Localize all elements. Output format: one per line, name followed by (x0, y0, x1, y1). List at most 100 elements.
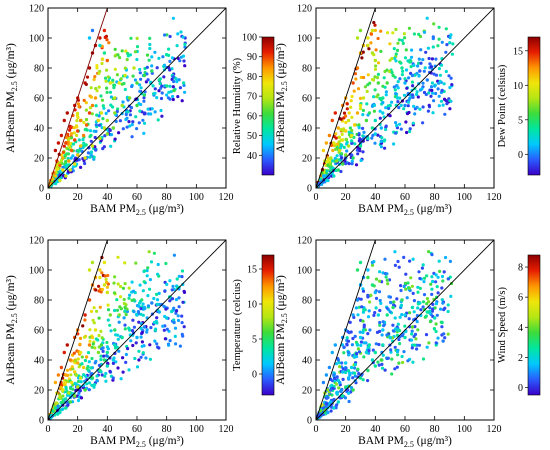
data-point (366, 275, 370, 280)
data-point (105, 118, 110, 123)
data-point (94, 288, 98, 292)
data-point (349, 105, 353, 109)
data-point (432, 22, 436, 26)
data-point (397, 106, 401, 110)
data-point (103, 374, 107, 378)
data-point (400, 66, 404, 70)
data-point (155, 66, 159, 70)
data-point (101, 117, 105, 121)
data-point (142, 305, 147, 310)
data-point (177, 296, 181, 300)
data-point (90, 356, 94, 361)
data-point (431, 279, 435, 284)
data-point (430, 292, 434, 296)
data-point (86, 351, 91, 355)
data-point (383, 85, 387, 89)
y-axis-title: AirBeam PM2.5 (μg/m³) (275, 275, 289, 385)
data-point (324, 141, 329, 145)
data-point (172, 88, 176, 93)
data-point (87, 268, 92, 272)
data-point (355, 352, 359, 356)
y-tick-label: 20 (34, 154, 44, 165)
data-point (420, 266, 424, 270)
data-point (132, 325, 136, 329)
data-point (96, 118, 101, 123)
data-point (97, 345, 101, 349)
data-point (148, 42, 152, 47)
data-point (105, 38, 109, 42)
data-point (156, 272, 160, 276)
data-point (342, 351, 346, 355)
data-point (139, 307, 143, 311)
data-point (102, 126, 107, 130)
y-tick-label: 40 (302, 124, 312, 135)
data-point (70, 380, 74, 385)
data-point (112, 281, 116, 285)
data-point (53, 148, 58, 153)
data-point (100, 271, 104, 275)
data-point (172, 320, 176, 325)
data-point (325, 169, 329, 173)
colorbar-tick-label: 80 (247, 72, 257, 83)
data-point (170, 310, 174, 314)
data-point (98, 305, 102, 309)
data-point (115, 73, 119, 77)
data-point (155, 321, 159, 325)
data-point (168, 339, 172, 343)
data-point (391, 323, 395, 327)
data-point (103, 76, 108, 80)
data-point (440, 286, 444, 290)
x-tick-label: 40 (102, 192, 112, 203)
data-point (427, 91, 431, 95)
data-point (150, 55, 154, 59)
data-point (140, 344, 144, 348)
data-point (396, 86, 400, 90)
data-point (135, 103, 139, 108)
data-point (356, 347, 360, 351)
x-tick-label: 0 (46, 192, 51, 203)
data-point (65, 368, 70, 372)
data-point (345, 102, 349, 106)
data-point (88, 129, 93, 133)
data-point (344, 120, 348, 125)
data-point (83, 156, 87, 160)
data-point (160, 114, 164, 118)
data-point (340, 388, 344, 392)
data-point (138, 89, 142, 93)
three-to-one-line (316, 8, 376, 188)
data-point (108, 313, 113, 317)
data-point (413, 73, 417, 77)
data-point (116, 282, 120, 286)
data-point (115, 308, 120, 312)
x-tick-label: 60 (132, 424, 142, 435)
data-point (427, 103, 431, 107)
data-point (440, 274, 445, 279)
data-point (99, 329, 103, 333)
y-tick-label: 20 (302, 386, 312, 397)
data-point (182, 81, 186, 85)
data-point (56, 373, 61, 377)
data-point (394, 92, 398, 96)
data-point (334, 382, 339, 386)
data-point (97, 284, 101, 288)
data-point (438, 73, 442, 77)
data-point (83, 388, 87, 392)
data-point (410, 93, 415, 97)
data-point (76, 398, 81, 403)
data-point (108, 323, 112, 327)
data-point (125, 125, 129, 129)
colorbar (261, 254, 275, 396)
data-point (103, 35, 107, 40)
data-point (135, 365, 140, 369)
data-point (448, 107, 452, 111)
data-point (444, 69, 448, 74)
data-point (63, 381, 67, 385)
data-point (430, 88, 434, 92)
data-point (172, 318, 176, 322)
data-point (401, 41, 405, 46)
data-point (111, 358, 116, 362)
data-point (81, 365, 86, 370)
data-point (175, 80, 179, 84)
data-point (327, 133, 332, 138)
data-point (76, 361, 80, 365)
